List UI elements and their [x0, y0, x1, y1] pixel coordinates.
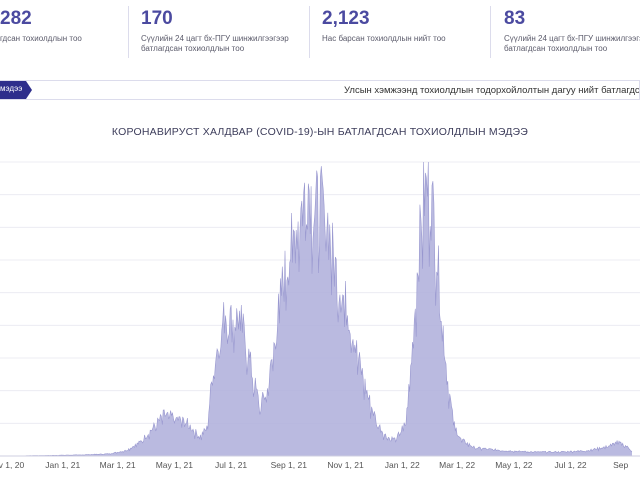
cases-line	[6, 161, 633, 457]
x-axis-ticks: Nov 1, 20 Jan 1, 21 Mar 1, 21 May 1, 21 Jul …	[0, 455, 640, 470]
cases-area-chart: Nov 1, 20 Jan 1, 21 Mar 1, 21 May 1, 21 Jul …	[0, 161, 640, 470]
cases-area	[6, 162, 632, 456]
stat-value: 170	[141, 8, 173, 29]
ticker-message[interactable]: Улсын хэмжээнд тохиолдлын тодорхойлолтын…	[344, 85, 640, 96]
news-ticker[interactable]: мэдээ Улсын хэмжээнд тохиолдлын тодорхой…	[0, 80, 640, 100]
stat-value: 83	[504, 8, 526, 29]
stat-divider	[490, 6, 491, 58]
x-tick-label: Jul 1, 21	[215, 460, 247, 470]
ticker-tag: мэдээ	[0, 81, 26, 99]
x-tick-label: Nov 1, 20	[0, 460, 24, 470]
x-tick-label: Mar 1, 21	[100, 460, 136, 470]
stat-divider	[309, 6, 310, 58]
stat-label: Сүүлийн 24 цагт бх-ПГУ шинжилгээгээр бат…	[141, 34, 289, 53]
x-tick-label: Jul 1, 22	[555, 460, 587, 470]
stats-bar: 282 гдсан тохиолдлын тоо 170 Сүүлийн 24 …	[0, 0, 640, 64]
chart-title: КОРОНАВИРУСТ ХАЛДВАР (COVID-19)-ЫН БАТЛА…	[111, 126, 529, 138]
stat-total-cases: 282 гдсан тохиолдлын тоо	[0, 8, 82, 44]
stat-label: Нас барсан тохиолдлын нийт тоо	[322, 34, 446, 43]
ticker-tag-arrow	[26, 81, 32, 99]
stat-pcr-24h: 170 Сүүлийн 24 цагт бх-ПГУ шинжилгээгээр…	[141, 8, 289, 54]
stat-divider	[128, 6, 129, 58]
stat-label: Сүүлийн 24 цагт бх-ПГУ шинжилгээгээр бат…	[504, 34, 640, 53]
x-tick-label: Mar 1, 22	[439, 460, 475, 470]
x-tick-label: Sep	[613, 460, 628, 470]
x-tick-label: Sep 1, 21	[271, 460, 308, 470]
stat-label: гдсан тохиолдлын тоо	[0, 34, 82, 43]
stat-value: 2,123	[322, 8, 370, 29]
x-tick-label: Nov 1, 21	[327, 460, 364, 470]
x-tick-label: Jan 1, 22	[385, 460, 420, 470]
x-tick-label: Jan 1, 21	[45, 460, 80, 470]
x-tick-label: May 1, 22	[495, 460, 533, 470]
stat-deaths: 2,123 Нас барсан тохиолдлын нийт тоо	[322, 8, 446, 44]
stat-value: 282	[0, 8, 32, 29]
stat-pcr-24h-2: 83 Сүүлийн 24 цагт бх-ПГУ шинжилгээгээр …	[504, 8, 640, 54]
x-tick-label: May 1, 21	[156, 460, 194, 470]
